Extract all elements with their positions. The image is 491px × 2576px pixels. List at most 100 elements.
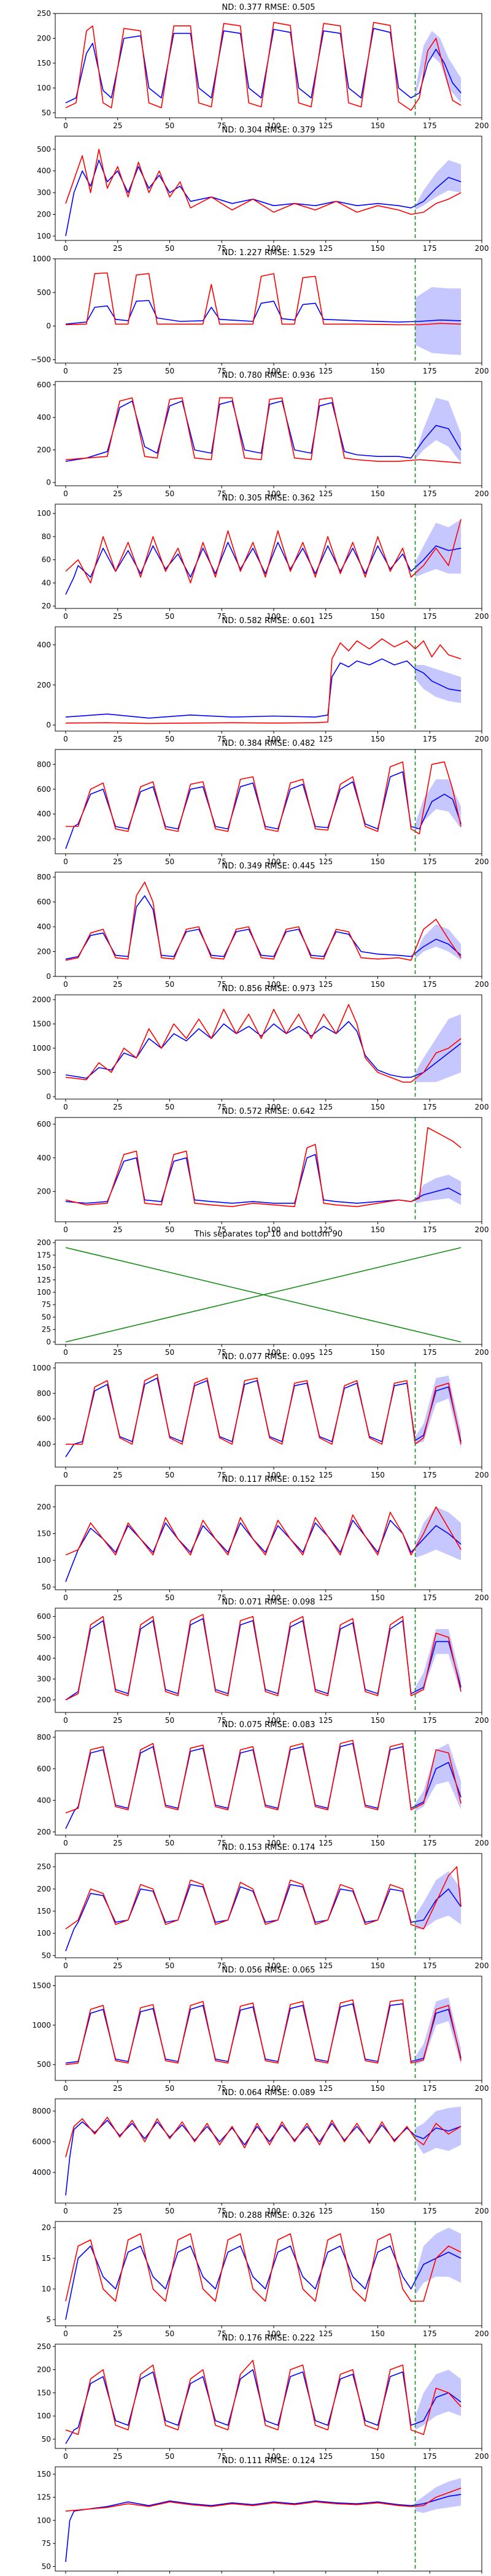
prediction-line bbox=[65, 2120, 462, 2196]
y-tick-label: 200 bbox=[37, 446, 51, 454]
y-tick-label: 800 bbox=[37, 1389, 51, 1398]
x-tick-label: 175 bbox=[423, 489, 437, 498]
x-tick-label: 25 bbox=[113, 2329, 122, 2338]
x-tick-label: 75 bbox=[217, 121, 226, 130]
plot-area bbox=[65, 1247, 462, 1343]
x-tick-label: 0 bbox=[63, 244, 68, 253]
forecast-interval-band bbox=[415, 924, 462, 960]
x-tick-label: 0 bbox=[63, 1716, 68, 1725]
x-tick-label: 25 bbox=[113, 1716, 122, 1725]
x-tick-label: 125 bbox=[319, 2575, 333, 2576]
x-tick-label: 100 bbox=[267, 612, 281, 621]
subplot-title: ND: 0.349 RMSE: 0.445 bbox=[222, 862, 315, 871]
prediction-line bbox=[65, 2494, 462, 2563]
actual-line bbox=[65, 1739, 462, 1814]
subplot-13: ND: 0.117 RMSE: 0.152 50 100 150 200 0 25 50 75 1… bbox=[37, 1475, 489, 1602]
y-tick-label: 50 bbox=[42, 2435, 51, 2444]
x-tick-label: 125 bbox=[319, 1471, 333, 1479]
y-tick-label: 2000 bbox=[32, 995, 51, 1004]
axes-frame bbox=[55, 626, 482, 732]
y-tick-label: 800 bbox=[37, 1733, 51, 1741]
x-tick-label: 100 bbox=[267, 1348, 281, 1357]
x-tick-label: 100 bbox=[267, 2452, 281, 2461]
y-tick-label: 200 bbox=[37, 1696, 51, 1704]
x-tick-label: 125 bbox=[319, 1348, 333, 1357]
y-tick-label: 500 bbox=[37, 288, 51, 297]
x-tick-label: 200 bbox=[475, 980, 489, 989]
x-tick-label: 100 bbox=[267, 2207, 281, 2215]
x-tick-label: 100 bbox=[267, 2084, 281, 2093]
forecast-interval-band bbox=[415, 287, 462, 355]
x-tick-label: 100 bbox=[267, 1103, 281, 1111]
x-tick-label: 75 bbox=[217, 244, 226, 253]
x-tick-label: 175 bbox=[423, 1716, 437, 1725]
y-tick-label: 1000 bbox=[32, 255, 51, 263]
forecast-interval-band bbox=[415, 2478, 462, 2513]
plot-area bbox=[65, 995, 462, 1099]
x-tick-label: 75 bbox=[217, 2575, 226, 2576]
y-tick-label: 400 bbox=[37, 922, 51, 931]
subplot-title: ND: 0.377 RMSE: 0.505 bbox=[222, 3, 315, 12]
x-tick-label: 100 bbox=[267, 1716, 281, 1725]
x-tick-label: 50 bbox=[165, 1961, 174, 1970]
y-tick-label: 175 bbox=[37, 1251, 51, 1259]
y-tick-label: 200 bbox=[37, 34, 51, 42]
prediction-line bbox=[65, 658, 462, 719]
plot-area bbox=[65, 1485, 462, 1590]
y-tick-label: 100 bbox=[37, 1556, 51, 1565]
x-tick-label: 25 bbox=[113, 489, 122, 498]
y-tick-label: 500 bbox=[37, 1068, 51, 1077]
y-tick-label: 200 bbox=[37, 2366, 51, 2374]
subplot-title: ND: 0.111 RMSE: 0.124 bbox=[222, 2456, 315, 2466]
x-tick-label: 100 bbox=[267, 1225, 281, 1234]
y-tick-label: 150 bbox=[37, 2470, 51, 2478]
x-tick-label: 50 bbox=[165, 489, 174, 498]
y-tick-label: 800 bbox=[37, 760, 51, 769]
x-tick-label: 150 bbox=[371, 2452, 385, 2461]
x-tick-label: 75 bbox=[217, 1225, 226, 1234]
actual-line bbox=[66, 761, 462, 835]
plot-area bbox=[65, 1363, 462, 1467]
plot-area bbox=[65, 2467, 462, 2571]
prediction-line bbox=[65, 300, 462, 325]
x-tick-label: 150 bbox=[371, 1839, 385, 1847]
subplot-21: ND: 0.111 RMSE: 0.124 50 75 100 125 150 0 25 50 7… bbox=[37, 2456, 489, 2576]
x-tick-label: 125 bbox=[319, 1839, 333, 1847]
x-tick-label: 50 bbox=[165, 1716, 174, 1725]
y-tick-label: 300 bbox=[37, 188, 51, 197]
subplot-title: ND: 0.071 RMSE: 0.098 bbox=[222, 1598, 315, 1607]
x-tick-label: 25 bbox=[113, 1593, 122, 1602]
x-tick-label: 150 bbox=[371, 2207, 385, 2215]
y-tick-label: 80 bbox=[42, 532, 51, 541]
subplot-title: ND: 0.176 RMSE: 0.222 bbox=[222, 2334, 315, 2343]
forecast-interval-band bbox=[415, 2228, 462, 2295]
y-tick-label: 200 bbox=[37, 210, 51, 219]
x-tick-label: 150 bbox=[371, 1348, 385, 1357]
y-tick-label: 75 bbox=[42, 1300, 51, 1309]
y-tick-label: 5 bbox=[46, 2315, 51, 2324]
x-tick-label: 125 bbox=[319, 2207, 333, 2215]
axes-frame bbox=[55, 1485, 482, 1590]
x-tick-label: 175 bbox=[423, 1103, 437, 1111]
axes-frame bbox=[55, 872, 482, 977]
prediction-line bbox=[65, 1742, 462, 1830]
forecast-interval-band bbox=[415, 519, 462, 577]
y-tick-label: 200 bbox=[37, 681, 51, 689]
x-tick-label: 200 bbox=[475, 2329, 489, 2338]
plot-area bbox=[65, 749, 462, 854]
forecast-interval-band bbox=[415, 779, 462, 832]
x-tick-label: 50 bbox=[165, 980, 174, 989]
x-tick-label: 100 bbox=[267, 735, 281, 743]
y-tick-label: 8000 bbox=[32, 2107, 51, 2115]
x-tick-label: 125 bbox=[319, 1593, 333, 1602]
actual-line bbox=[65, 1004, 462, 1083]
actual-line bbox=[65, 2359, 462, 2436]
x-tick-label: 50 bbox=[165, 612, 174, 621]
x-tick-label: 100 bbox=[267, 489, 281, 498]
y-tick-label: 20 bbox=[42, 602, 51, 610]
x-tick-label: 25 bbox=[113, 2575, 122, 2576]
y-tick-label: 75 bbox=[42, 2539, 51, 2548]
plot-area bbox=[65, 1853, 462, 1958]
x-tick-label: 200 bbox=[475, 1839, 489, 1847]
actual-line bbox=[65, 272, 462, 326]
